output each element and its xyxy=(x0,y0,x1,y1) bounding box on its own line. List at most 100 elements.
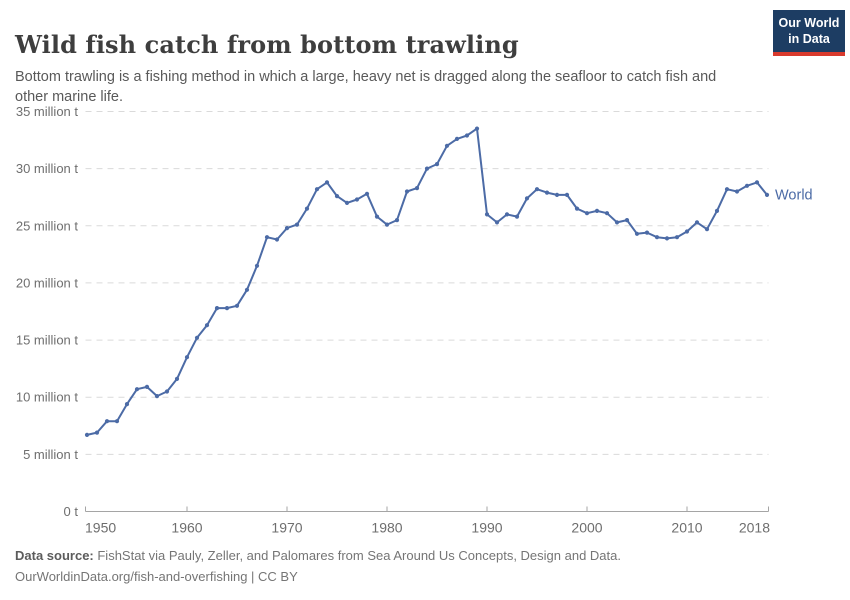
x-axis-label: 1970 xyxy=(271,520,302,536)
data-point-marker xyxy=(304,206,310,211)
data-point-marker xyxy=(184,355,190,360)
data-point-marker xyxy=(634,231,640,236)
data-point-marker xyxy=(254,263,260,268)
x-axis-label: 1980 xyxy=(371,520,402,536)
owid-logo-line2: in Data xyxy=(788,31,830,46)
data-point-marker xyxy=(624,218,630,223)
license-line: OurWorldinData.org/fish-and-overfishing … xyxy=(15,566,815,587)
y-axis-label: 10 million t xyxy=(16,390,79,405)
data-point-marker xyxy=(474,126,480,131)
x-axis-label: 2000 xyxy=(571,520,602,536)
series-label-world[interactable]: World xyxy=(775,187,813,203)
data-point-marker xyxy=(314,187,320,192)
x-axis-label: 1960 xyxy=(171,520,202,536)
data-point-marker xyxy=(704,227,710,232)
data-point-marker xyxy=(584,211,590,216)
x-axis-label: 2010 xyxy=(671,520,702,536)
data-point-marker xyxy=(504,212,510,217)
data-point-marker xyxy=(464,133,470,138)
data-point-marker xyxy=(764,192,770,197)
data-point-marker xyxy=(244,287,250,292)
data-point-marker xyxy=(714,208,720,213)
data-point-marker xyxy=(204,323,210,328)
chart-subtitle: Bottom trawling is a fishing method in w… xyxy=(15,68,717,106)
page-title: Wild fish catch from bottom trawling xyxy=(15,30,519,60)
data-point-marker xyxy=(214,306,220,311)
data-point-marker xyxy=(564,192,570,197)
data-point-marker xyxy=(434,162,440,167)
data-point-marker xyxy=(684,229,690,234)
data-point-marker xyxy=(644,230,650,235)
series-line-world[interactable] xyxy=(86,127,768,436)
data-point-marker xyxy=(754,180,760,185)
data-point-marker xyxy=(544,190,550,195)
data-point-marker xyxy=(274,237,280,242)
data-point-marker xyxy=(224,306,230,311)
data-point-marker xyxy=(234,303,240,308)
data-point-marker xyxy=(354,197,360,202)
data-point-marker xyxy=(444,143,450,148)
data-point-marker xyxy=(594,208,600,213)
data-point-marker xyxy=(744,183,750,188)
data-source-label: Data source: xyxy=(15,548,94,563)
data-point-marker xyxy=(554,192,560,197)
license-text: CC BY xyxy=(258,569,298,585)
data-point-marker xyxy=(384,222,390,227)
data-point-marker xyxy=(94,430,100,435)
data-point-marker xyxy=(144,384,150,389)
y-axis-label: 15 million t xyxy=(16,333,79,348)
data-point-marker xyxy=(404,189,410,194)
y-axis-label: 25 million t xyxy=(16,218,79,233)
owid-logo-line1: Our World xyxy=(778,16,840,30)
data-point-marker xyxy=(284,226,290,231)
data-point-marker xyxy=(494,220,500,225)
owid-logo[interactable]: Our World in Data xyxy=(773,10,845,57)
data-point-marker xyxy=(104,419,110,424)
data-point-marker xyxy=(604,211,610,216)
data-point-marker xyxy=(294,222,300,227)
data-point-marker xyxy=(134,387,140,392)
license-separator: | xyxy=(247,569,259,585)
data-point-marker xyxy=(264,235,270,240)
data-point-marker xyxy=(614,220,620,225)
data-point-marker xyxy=(324,180,330,185)
data-point-marker xyxy=(364,191,370,196)
y-axis-label: 0 t xyxy=(64,504,79,519)
data-point-marker xyxy=(344,200,350,205)
y-axis-label: 20 million t xyxy=(16,275,79,290)
data-point-marker xyxy=(734,189,740,194)
data-point-marker xyxy=(484,212,490,217)
data-point-marker xyxy=(454,136,460,141)
x-axis-label: 1990 xyxy=(471,520,502,536)
data-point-marker xyxy=(414,186,420,191)
data-point-marker xyxy=(694,220,700,225)
data-point-marker xyxy=(674,235,680,240)
data-point-marker xyxy=(164,389,170,394)
data-point-marker xyxy=(664,236,670,241)
data-source-line: Data source: FishStat via Pauly, Zeller,… xyxy=(15,545,815,566)
data-point-marker xyxy=(514,214,520,219)
data-point-marker xyxy=(654,235,660,240)
data-point-marker xyxy=(174,376,180,381)
x-axis-label: 2018 xyxy=(739,520,770,536)
data-point-marker xyxy=(394,218,400,223)
chart-footer: Data source: FishStat via Pauly, Zeller,… xyxy=(15,545,815,587)
data-point-marker xyxy=(374,214,380,219)
owid-url-link[interactable]: OurWorldinData.org/fish-and-overfishing xyxy=(15,569,248,585)
data-point-marker xyxy=(84,432,90,437)
data-point-marker xyxy=(574,206,580,211)
y-axis-label: 30 million t xyxy=(16,161,79,176)
data-point-marker xyxy=(524,196,530,201)
y-axis-label: 5 million t xyxy=(23,447,78,462)
x-axis-label: 1950 xyxy=(85,520,116,536)
y-axis-label: 35 million t xyxy=(16,104,79,119)
data-point-marker xyxy=(154,394,160,399)
data-point-marker xyxy=(124,402,130,407)
data-point-marker xyxy=(114,419,120,424)
data-point-marker xyxy=(724,187,730,192)
data-point-marker xyxy=(534,187,540,192)
data-point-marker xyxy=(334,194,340,199)
data-point-marker xyxy=(424,166,430,171)
data-source-text: FishStat via Pauly, Zeller, and Palomare… xyxy=(93,548,621,563)
